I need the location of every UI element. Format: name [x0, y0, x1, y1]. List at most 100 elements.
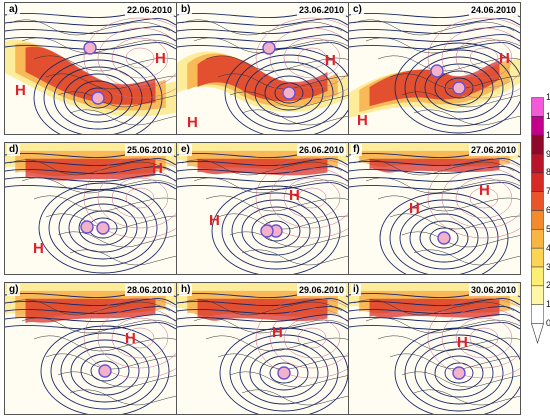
geopotential-contour	[5, 314, 176, 322]
geopotential-contour	[394, 327, 520, 414]
geopotential-contour	[5, 158, 176, 166]
colorbar-tick-label: 5	[546, 223, 550, 234]
geopotential-contour	[5, 18, 176, 26]
temperature-isoline	[83, 297, 176, 379]
temperature-isoline	[455, 37, 513, 79]
colorbar-tick-label: 6	[546, 205, 550, 215]
panel-date: 30.06.2010	[468, 284, 518, 296]
intensity-band	[25, 46, 156, 105]
coastline	[389, 213, 520, 230]
geopotential-contour	[5, 34, 176, 42]
map-panel-g: g) 28.06.2010 H	[4, 282, 177, 415]
geopotential-contour	[349, 158, 520, 166]
map-panel-b: b) 23.06.2010 H H	[176, 2, 349, 135]
geopotential-contour	[231, 199, 321, 263]
geopotential-contour	[5, 306, 176, 314]
colorbar-tick-label: 1	[546, 299, 550, 310]
geopotential-contour	[60, 339, 150, 403]
geopotential-contour	[349, 34, 520, 42]
temperature-isoline	[125, 187, 155, 209]
low-pressure-center	[83, 41, 97, 55]
geopotential-contour	[239, 341, 329, 405]
geopotential-contour	[38, 182, 168, 274]
geopotential-contour	[349, 314, 520, 322]
colorbar-segment	[531, 172, 544, 192]
coastline	[413, 249, 520, 266]
panel-label: c)	[351, 4, 364, 16]
colorbar-segment	[531, 191, 544, 211]
low-pressure-center	[282, 86, 296, 100]
map-panel-i: i) 30.06.2010 H	[348, 282, 521, 415]
geopotential-contour	[48, 189, 158, 267]
coastline	[365, 317, 520, 334]
map-panel-h: h) 29.06.2010 H	[176, 282, 349, 415]
coastline	[241, 249, 348, 266]
map-graphic	[177, 3, 348, 134]
panel-date: 29.06.2010	[296, 284, 346, 296]
geopotential-contour	[264, 75, 314, 111]
colorbar-segment	[531, 116, 544, 136]
high-pressure-marker: H	[187, 114, 198, 131]
geopotential-contour	[5, 166, 176, 174]
geopotential-contour	[349, 18, 520, 26]
coastline	[69, 109, 176, 126]
temperature-isoline	[469, 187, 499, 209]
coastline	[377, 195, 520, 212]
high-pressure-marker: H	[15, 82, 26, 99]
coastline	[217, 73, 348, 90]
high-pressure-marker: H	[409, 200, 420, 217]
map-panel-d: d) 25.06.2010 H H	[4, 142, 177, 275]
colorbar-tick-label: 12	[546, 92, 550, 102]
geopotential-contour	[414, 341, 504, 405]
colorbar-tick-label: 9	[546, 148, 550, 159]
temperature-isoline	[283, 37, 341, 79]
coastline	[33, 195, 176, 212]
temperature-isoline	[469, 47, 499, 69]
temperature-isoline	[297, 327, 327, 349]
colorbar-segment	[531, 229, 544, 249]
coastline	[21, 177, 176, 194]
geopotential-contour	[50, 332, 160, 410]
coastline	[45, 73, 176, 90]
colorbar-tick-label: 0	[546, 318, 550, 328]
geopotential-contour	[419, 220, 469, 256]
high-pressure-marker: H	[152, 160, 163, 177]
high-pressure-marker: H	[357, 112, 368, 129]
temperature-isoline	[125, 327, 155, 349]
geopotential-contour	[424, 63, 494, 113]
temperature-isoline	[269, 27, 348, 89]
geopotential-contour	[219, 327, 348, 414]
high-pressure-marker: H	[499, 50, 510, 67]
coastline	[241, 389, 348, 406]
geopotential-contour	[177, 34, 348, 42]
temperature-isoline	[283, 177, 341, 219]
panel-date: 24.06.2010	[468, 4, 518, 16]
geopotential-contour	[349, 306, 520, 314]
geopotential-contour	[269, 362, 299, 384]
geopotential-contour	[254, 68, 324, 118]
geopotential-contour	[177, 306, 348, 314]
high-pressure-marker: H	[457, 334, 468, 351]
coastline	[401, 371, 520, 388]
geopotential-contour	[244, 61, 334, 125]
intensity-band	[369, 298, 500, 319]
low-pressure-center	[430, 64, 444, 78]
geopotential-contour	[349, 298, 520, 306]
low-pressure-center	[98, 364, 112, 378]
map-graphic	[177, 283, 348, 414]
map-graphic	[177, 143, 348, 274]
geopotential-contour	[404, 334, 514, 412]
coastline	[401, 91, 520, 108]
panel-label: b)	[179, 4, 193, 16]
geopotential-contour	[73, 80, 123, 116]
high-pressure-marker: H	[272, 324, 283, 341]
geopotential-contour	[83, 87, 113, 109]
coastline	[217, 213, 348, 230]
geopotential-contour	[389, 199, 499, 274]
coastline	[413, 389, 520, 406]
temperature-isoline	[97, 307, 176, 369]
map-graphic	[5, 3, 176, 134]
geopotential-contour	[90, 360, 120, 382]
panel-date: 26.06.2010	[296, 144, 346, 156]
high-pressure-marker: H	[125, 330, 136, 347]
